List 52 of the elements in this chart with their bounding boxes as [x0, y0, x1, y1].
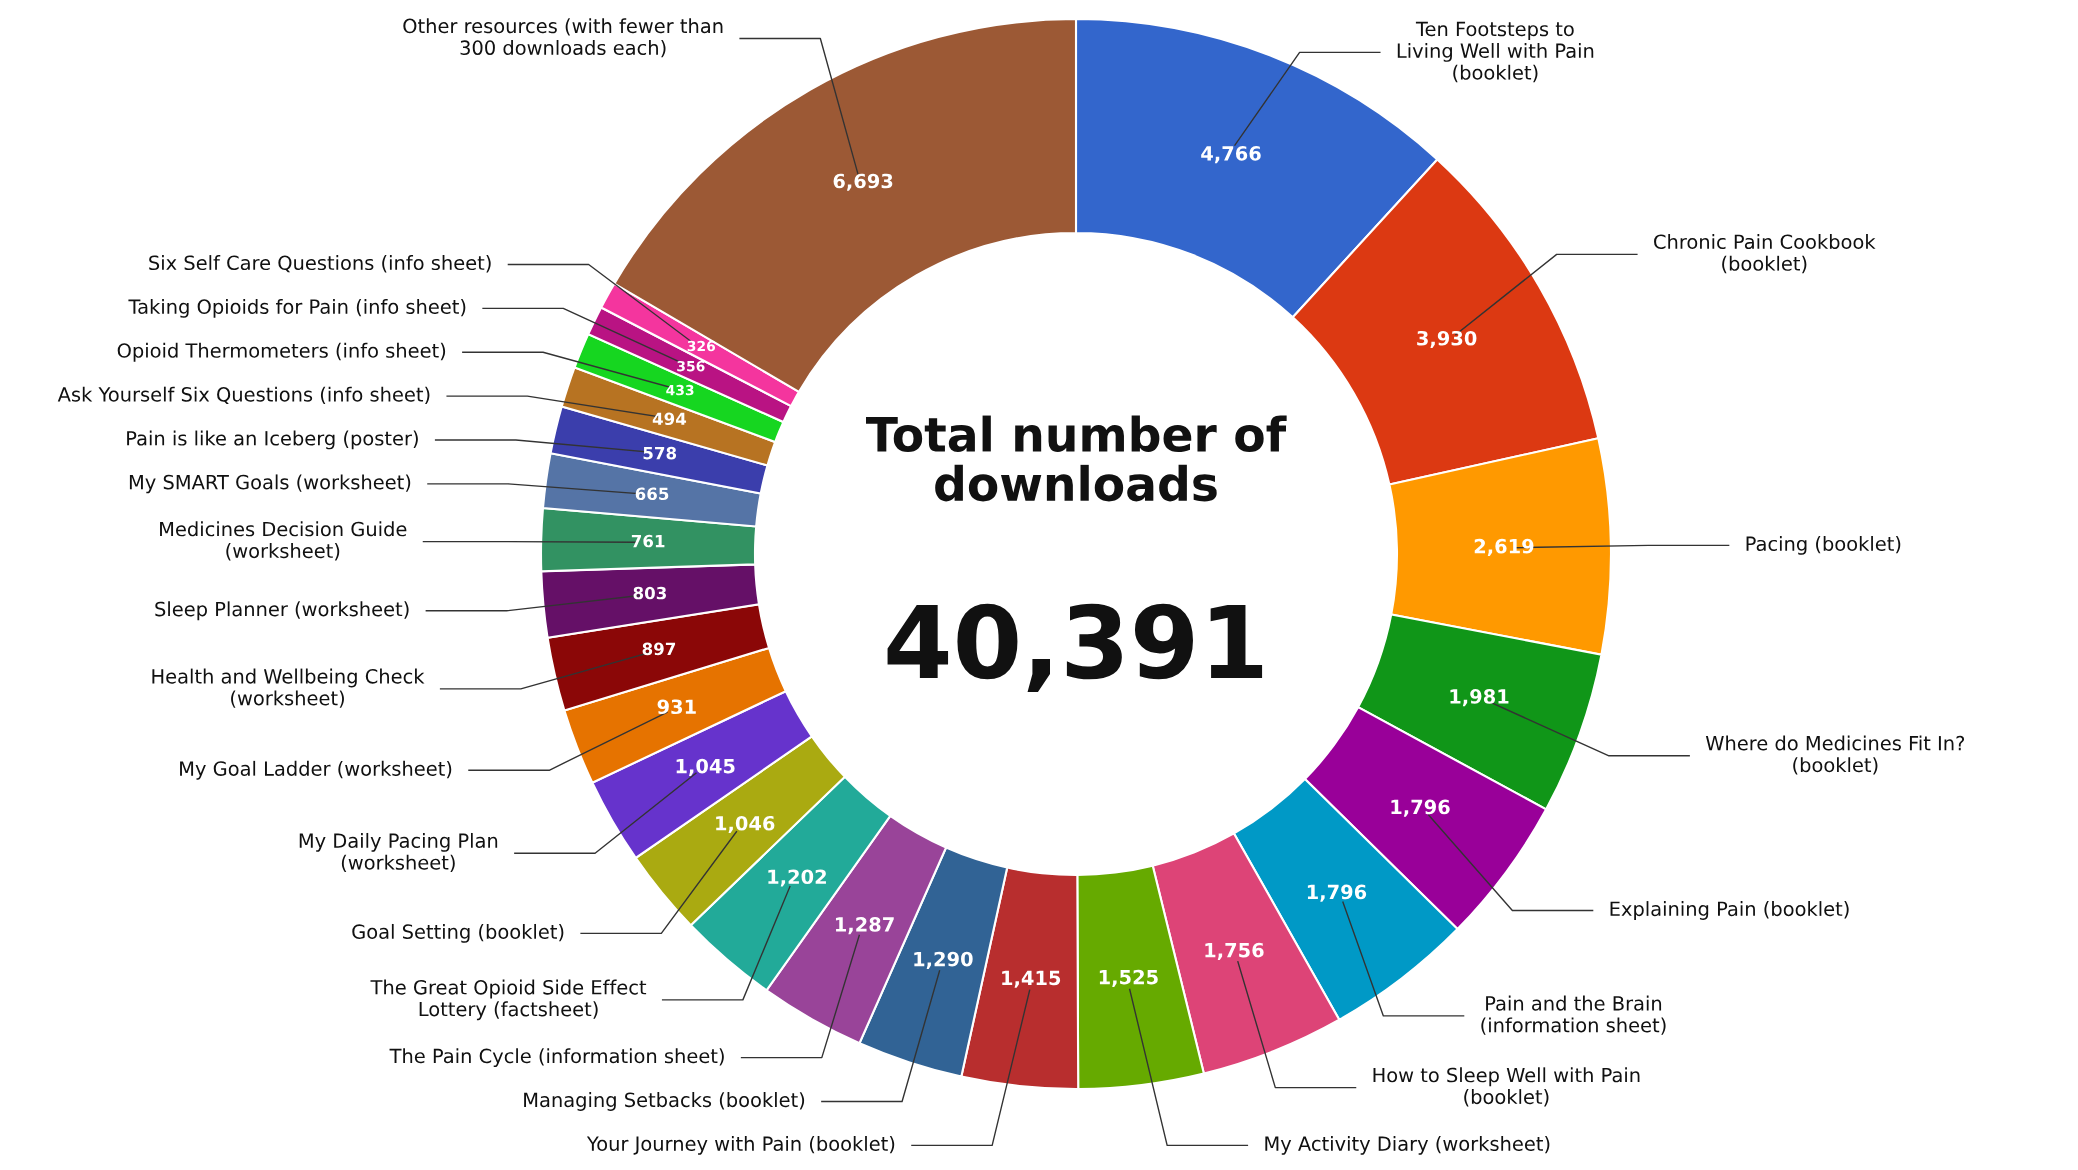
data-label: 1,202: [768, 869, 826, 887]
data-label: 356: [677, 360, 705, 372]
data-label: 3,930: [1417, 330, 1477, 349]
data-label: 578: [643, 446, 677, 460]
data-label: 1,287: [835, 917, 894, 935]
slice-label: Opioid Thermometers (info sheet): [117, 342, 446, 362]
data-label: 494: [652, 412, 687, 426]
slice-label: Taking Opioids for Pain (info sheet): [128, 298, 466, 318]
data-label: 1,046: [716, 815, 775, 834]
slice-label: Health and Wellbeing Check (worksheet): [152, 668, 425, 708]
slice-label: Managing Setbacks (booklet): [524, 1092, 805, 1111]
slice-label: Pacing (booklet): [1746, 535, 1901, 555]
data-label: 4,766: [1201, 146, 1261, 164]
data-label: 1,756: [1205, 942, 1264, 960]
slice-label: Goal Setting (booklet): [352, 923, 564, 943]
slice-label: Explaining Pain (booklet): [1610, 901, 1849, 920]
data-label: 433: [666, 384, 694, 396]
data-label: 1,796: [1307, 884, 1367, 902]
slice-label: Pain is like an Iceberg (poster): [127, 430, 418, 450]
data-label: 665: [635, 487, 669, 501]
slice-label: Medicines Decision Guide (worksheet): [160, 521, 407, 561]
slice-label: My Daily Pacing Plan (worksheet): [299, 832, 498, 873]
slice-label: Where do Medicines Fit In? (booklet): [1705, 735, 1965, 775]
text: 40,391: [887, 603, 1263, 693]
data-label: 6,693: [833, 173, 893, 191]
data-label: 326: [687, 340, 716, 352]
slice-label: Your Journey with Pain (booklet): [586, 1135, 895, 1155]
data-label: 2,619: [1474, 538, 1534, 556]
slice-label: Ten Footsteps to Living Well with Pain (booklet): [1397, 21, 1594, 83]
data-label: 761: [631, 534, 665, 548]
slice-label: Other resources (with fewer than 300 downloads each): [403, 18, 723, 58]
slice-label: The Great Opioid Side Effect Lottery (factsheet): [370, 979, 647, 1021]
slice-label: Ask Yourself Six Questions (info sheet): [57, 386, 430, 405]
data-label: 897: [642, 642, 676, 656]
slice-label: Chronic Pain Cookbook (booklet): [1654, 234, 1876, 274]
slice-label: My SMART Goals (worksheet): [129, 474, 411, 494]
data-label: 1,045: [676, 758, 735, 776]
data-label: 1,415: [1002, 970, 1061, 988]
data-label: 931: [657, 699, 696, 715]
data-label: 1,796: [1391, 799, 1450, 817]
data-label: 803: [633, 586, 666, 600]
slice-label: My Activity Diary (worksheet): [1265, 1135, 1550, 1155]
slice-label: My Goal Ladder (worksheet): [180, 760, 452, 780]
data-label: 1,525: [1099, 969, 1158, 987]
slice-label: The Pain Cycle (information sheet): [389, 1048, 724, 1068]
slice-label: Pain and the Brain (information sheet): [1481, 995, 1666, 1035]
slice-label: How to Sleep Well with Pain (booklet): [1373, 1067, 1640, 1107]
text: Total number of downloads: [866, 415, 1287, 502]
slice-label: Sleep Planner (worksheet): [155, 601, 409, 621]
data-label: 1,981: [1450, 689, 1509, 707]
slice-label: Six Self Care Questions (info sheet): [149, 255, 491, 273]
data-label: 1,290: [914, 951, 973, 969]
